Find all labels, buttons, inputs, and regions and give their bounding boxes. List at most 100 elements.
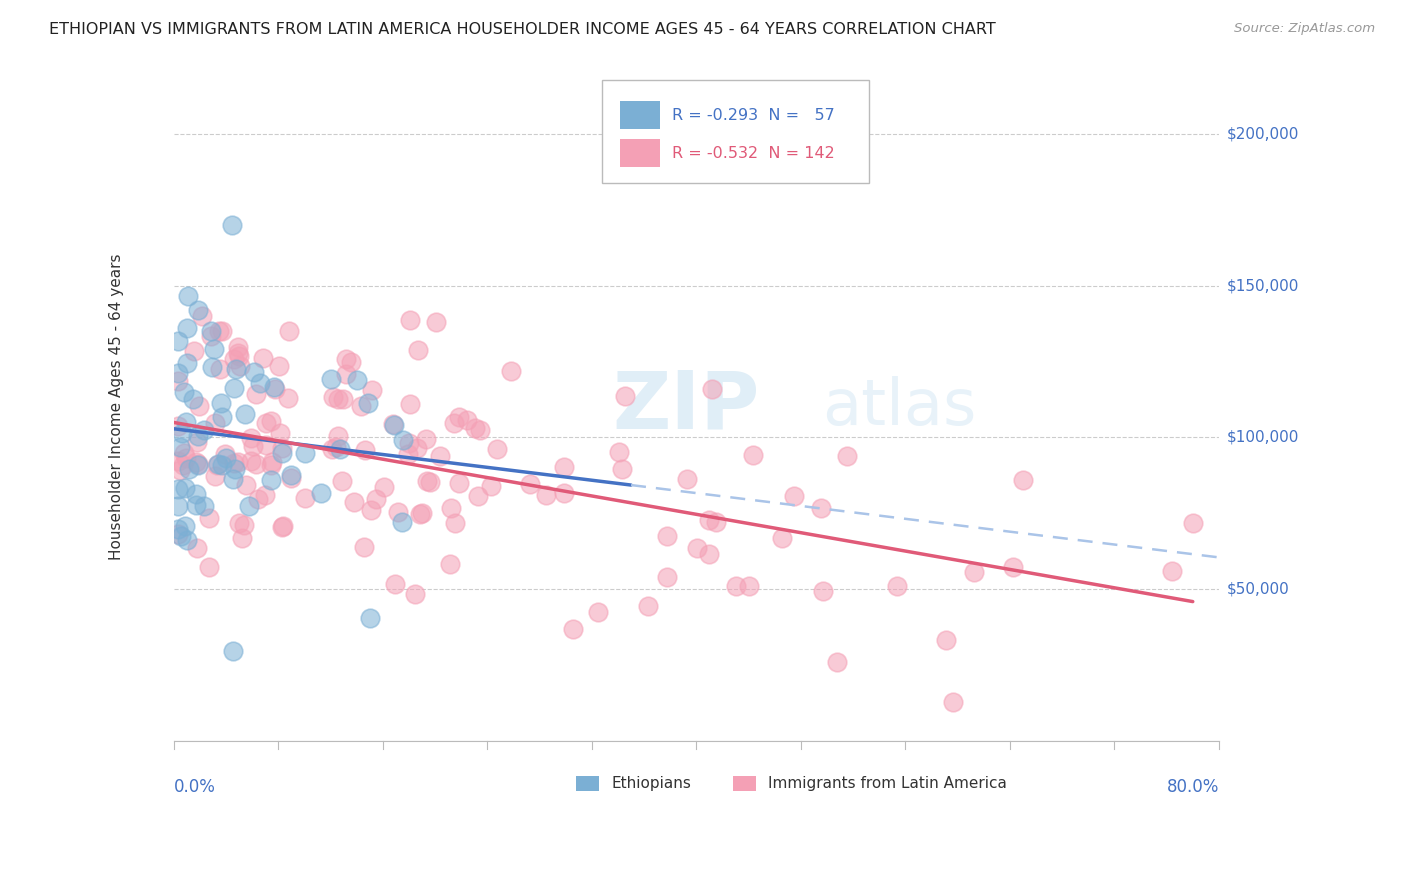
Point bbox=[321, 442, 343, 457]
Point bbox=[382, 417, 405, 432]
Point bbox=[886, 579, 908, 593]
Point bbox=[270, 520, 292, 534]
Point bbox=[942, 695, 965, 709]
Point bbox=[935, 633, 957, 648]
Point bbox=[254, 438, 277, 452]
Point bbox=[700, 382, 723, 396]
Point bbox=[231, 531, 253, 545]
Point bbox=[350, 399, 373, 413]
Point bbox=[226, 340, 249, 354]
Point bbox=[364, 491, 387, 506]
Point bbox=[406, 442, 429, 456]
Point bbox=[447, 476, 470, 491]
Point bbox=[226, 455, 249, 469]
Point bbox=[176, 356, 198, 370]
Point bbox=[675, 472, 697, 486]
Text: ETHIOPIAN VS IMMIGRANTS FROM LATIN AMERICA HOUSEHOLDER INCOME AGES 45 - 64 YEARS: ETHIOPIAN VS IMMIGRANTS FROM LATIN AMERI… bbox=[49, 22, 995, 37]
Point bbox=[613, 388, 636, 402]
Point bbox=[187, 458, 209, 472]
Point bbox=[332, 392, 354, 406]
Bar bbox=[620, 139, 659, 167]
Point bbox=[253, 488, 276, 502]
Text: Ethiopians: Ethiopians bbox=[612, 775, 692, 790]
Point bbox=[193, 423, 215, 437]
Point bbox=[186, 429, 208, 443]
Point bbox=[207, 458, 229, 472]
Point bbox=[209, 396, 232, 410]
Point bbox=[186, 499, 208, 513]
Point bbox=[183, 343, 205, 358]
Point bbox=[169, 463, 191, 477]
Point bbox=[416, 474, 439, 488]
Point bbox=[238, 499, 260, 513]
Point bbox=[202, 342, 225, 356]
Point bbox=[411, 507, 433, 521]
Point bbox=[228, 516, 250, 530]
FancyBboxPatch shape bbox=[602, 79, 869, 183]
Point bbox=[456, 413, 478, 427]
Point bbox=[962, 565, 984, 579]
Point bbox=[221, 218, 243, 232]
Point bbox=[499, 364, 522, 378]
Point bbox=[222, 381, 245, 395]
Point bbox=[399, 397, 422, 411]
Point bbox=[443, 516, 465, 530]
Point bbox=[269, 426, 291, 441]
Point bbox=[294, 445, 316, 459]
Point bbox=[222, 456, 245, 470]
Point bbox=[224, 351, 246, 366]
Point bbox=[782, 490, 804, 504]
Point bbox=[1160, 564, 1182, 578]
Point bbox=[391, 515, 413, 529]
Point bbox=[214, 450, 236, 465]
Point bbox=[470, 424, 492, 438]
Point bbox=[443, 416, 465, 430]
Point bbox=[186, 434, 208, 449]
Point bbox=[173, 385, 195, 400]
Point bbox=[174, 451, 197, 466]
Point bbox=[479, 479, 502, 493]
Point bbox=[173, 445, 195, 459]
Point bbox=[179, 462, 201, 476]
Text: 80.0%: 80.0% bbox=[1167, 778, 1219, 796]
Text: R = -0.293  N =   57: R = -0.293 N = 57 bbox=[672, 108, 835, 122]
Point bbox=[425, 315, 447, 329]
Point bbox=[243, 364, 266, 378]
Point bbox=[309, 486, 332, 500]
Point bbox=[586, 605, 609, 619]
Point bbox=[270, 441, 292, 455]
Point bbox=[406, 343, 429, 357]
Point bbox=[166, 374, 188, 388]
Point bbox=[335, 351, 357, 366]
Point bbox=[183, 392, 205, 406]
Point bbox=[235, 478, 257, 492]
Text: $50,000: $50,000 bbox=[1227, 582, 1289, 597]
Point bbox=[184, 455, 207, 469]
Point bbox=[1001, 559, 1024, 574]
Point bbox=[536, 488, 558, 502]
Point bbox=[174, 519, 197, 533]
Point bbox=[770, 532, 793, 546]
Point bbox=[1181, 516, 1204, 530]
Point bbox=[326, 392, 349, 406]
Point bbox=[242, 439, 264, 453]
Point bbox=[174, 481, 197, 495]
Point bbox=[166, 499, 188, 513]
Point bbox=[280, 467, 302, 482]
Point bbox=[191, 309, 214, 323]
Point bbox=[277, 324, 299, 338]
Point bbox=[187, 303, 209, 318]
Point bbox=[211, 324, 233, 338]
Point bbox=[277, 391, 299, 405]
Point bbox=[724, 579, 747, 593]
Point bbox=[204, 417, 226, 431]
Point bbox=[260, 455, 283, 469]
Point bbox=[409, 507, 432, 521]
Point bbox=[449, 409, 471, 424]
Point bbox=[200, 328, 222, 343]
Point bbox=[260, 458, 283, 473]
Point bbox=[343, 495, 366, 509]
Text: atlas: atlas bbox=[821, 376, 976, 438]
Point bbox=[657, 570, 679, 584]
Point bbox=[166, 366, 188, 380]
